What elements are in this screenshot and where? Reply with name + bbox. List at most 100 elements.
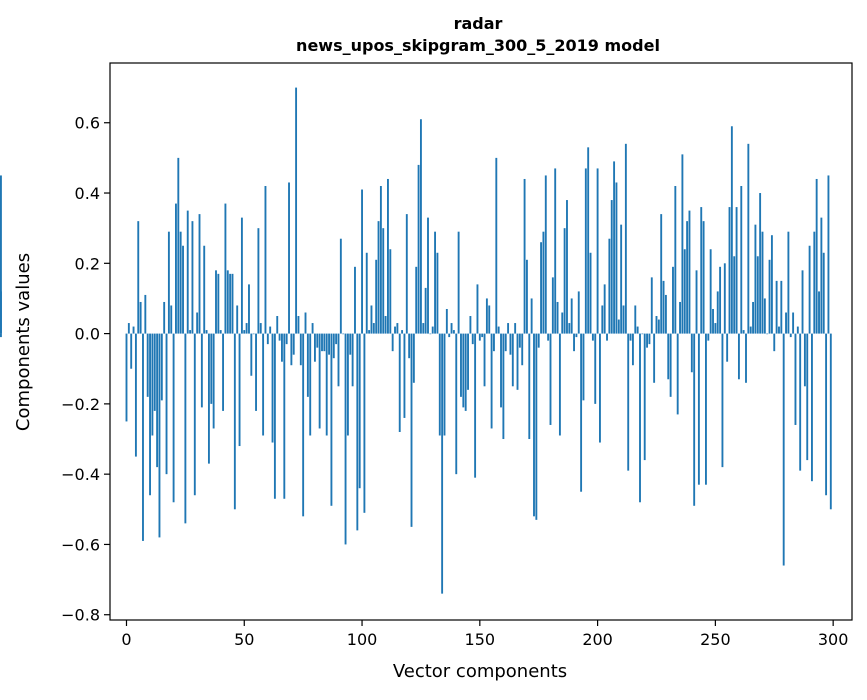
x-tick-label: 0	[121, 630, 131, 649]
bar	[785, 312, 787, 334]
bar	[752, 301, 754, 334]
bar	[664, 294, 667, 334]
bar	[629, 333, 632, 341]
bar	[313, 333, 316, 362]
bar	[137, 221, 140, 334]
bar	[271, 333, 274, 443]
bar	[747, 143, 750, 334]
bar	[323, 333, 326, 352]
bar	[566, 200, 568, 334]
bar	[288, 182, 290, 334]
bar	[415, 266, 418, 334]
bar	[818, 291, 820, 334]
bar	[283, 333, 286, 499]
bar	[127, 323, 130, 334]
bar	[601, 305, 604, 334]
bar	[132, 326, 135, 334]
bar	[252, 333, 255, 335]
bar	[424, 287, 427, 334]
bar	[756, 256, 759, 334]
bar	[742, 330, 745, 334]
bar	[511, 333, 514, 387]
bar	[705, 333, 707, 485]
bar	[568, 323, 571, 334]
bar	[153, 333, 156, 411]
bar	[240, 217, 243, 334]
bar	[570, 298, 573, 334]
bar	[719, 266, 722, 334]
bar	[540, 242, 542, 334]
bar	[667, 333, 670, 380]
bar	[408, 333, 411, 359]
bar	[422, 323, 425, 334]
bar	[728, 207, 731, 334]
bar	[811, 333, 813, 482]
bar	[184, 333, 187, 524]
bar	[507, 323, 510, 334]
bar	[490, 333, 493, 429]
bar	[624, 143, 627, 334]
bar	[321, 333, 323, 352]
bar	[398, 333, 401, 432]
bar	[304, 312, 307, 334]
bar	[445, 308, 448, 334]
bar	[332, 333, 335, 359]
bar	[387, 178, 389, 334]
bar	[226, 270, 229, 334]
bar	[290, 333, 293, 366]
bar	[620, 224, 623, 334]
bar	[639, 333, 641, 503]
bar	[191, 221, 194, 334]
bar	[561, 312, 564, 334]
bar	[770, 235, 773, 334]
bar	[808, 245, 811, 334]
bar	[796, 326, 799, 334]
x-tick-label: 300	[818, 630, 849, 649]
bar	[535, 333, 538, 520]
bar	[537, 333, 540, 348]
bar	[712, 308, 714, 334]
bar	[587, 147, 590, 334]
bar	[377, 221, 380, 334]
bar	[782, 333, 785, 566]
bar	[349, 333, 352, 355]
bar	[502, 333, 505, 440]
bar	[533, 333, 535, 517]
bar	[825, 333, 828, 496]
bar	[806, 333, 809, 461]
bar	[683, 249, 686, 334]
bar	[412, 333, 415, 383]
bar	[389, 249, 392, 334]
bar	[450, 323, 453, 334]
bar	[542, 231, 545, 334]
bar	[676, 333, 679, 415]
bar	[335, 333, 338, 345]
bar	[657, 319, 660, 334]
bar	[179, 231, 182, 334]
bar	[674, 186, 677, 334]
bar	[163, 301, 166, 334]
bar	[474, 333, 477, 478]
bar	[302, 333, 305, 517]
bar	[549, 333, 552, 425]
bar	[481, 333, 484, 338]
bar	[467, 333, 469, 390]
bar	[493, 333, 495, 352]
bar	[514, 323, 517, 334]
bar	[403, 333, 406, 418]
bar	[688, 210, 691, 334]
x-tick-label: 150	[465, 630, 496, 649]
bar	[0, 175, 2, 334]
bar	[577, 291, 580, 334]
bar	[328, 333, 330, 355]
bar	[641, 333, 644, 335]
x-tick-label: 100	[347, 630, 378, 649]
bar	[144, 294, 147, 334]
x-axis-label: Vector components	[393, 661, 567, 682]
bar	[431, 326, 434, 334]
bar	[427, 217, 429, 334]
y-tick-label: 0.4	[75, 184, 100, 203]
y-tick-label: −0.8	[61, 606, 100, 625]
x-tick-label: 50	[234, 630, 254, 649]
bar	[368, 330, 371, 334]
